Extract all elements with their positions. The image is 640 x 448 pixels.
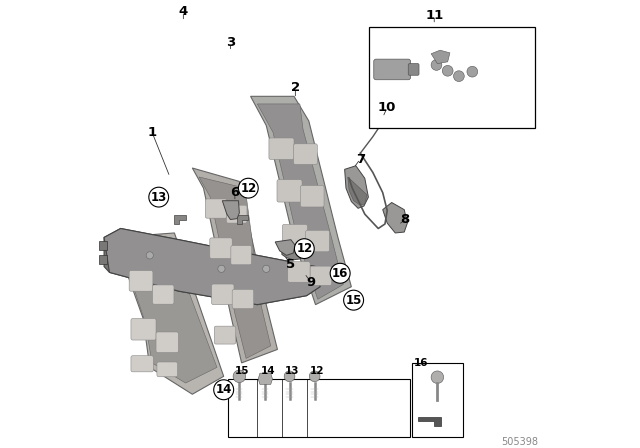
Text: 1: 1	[147, 125, 157, 139]
FancyBboxPatch shape	[157, 362, 177, 377]
Text: 8: 8	[401, 213, 410, 226]
Polygon shape	[104, 228, 320, 305]
FancyBboxPatch shape	[231, 246, 252, 265]
FancyBboxPatch shape	[282, 224, 307, 247]
FancyBboxPatch shape	[152, 285, 174, 304]
Polygon shape	[199, 177, 271, 358]
Text: 13: 13	[150, 190, 167, 204]
Polygon shape	[275, 240, 296, 255]
FancyBboxPatch shape	[210, 238, 232, 258]
Text: 4: 4	[179, 4, 188, 18]
FancyBboxPatch shape	[214, 326, 236, 344]
Text: 5: 5	[286, 258, 296, 271]
Text: 2: 2	[291, 81, 300, 94]
Circle shape	[309, 371, 320, 382]
Polygon shape	[174, 215, 186, 224]
FancyBboxPatch shape	[306, 230, 330, 252]
FancyBboxPatch shape	[232, 289, 253, 309]
Polygon shape	[114, 233, 223, 394]
Text: 12: 12	[240, 181, 257, 195]
Text: 12: 12	[296, 242, 312, 255]
FancyBboxPatch shape	[131, 356, 154, 372]
Text: 3: 3	[226, 36, 235, 49]
Circle shape	[233, 370, 246, 383]
FancyBboxPatch shape	[227, 205, 247, 223]
FancyBboxPatch shape	[277, 180, 302, 202]
Polygon shape	[99, 255, 107, 264]
FancyBboxPatch shape	[205, 199, 227, 218]
Polygon shape	[282, 246, 305, 260]
Text: 10: 10	[378, 101, 396, 114]
Polygon shape	[257, 104, 343, 299]
Text: 6: 6	[230, 186, 239, 199]
Text: 14: 14	[261, 366, 275, 375]
FancyBboxPatch shape	[129, 271, 153, 291]
Polygon shape	[348, 177, 367, 205]
Text: 15: 15	[346, 293, 362, 307]
Bar	[369, 27, 535, 128]
Circle shape	[431, 371, 444, 383]
Text: 16: 16	[414, 358, 429, 367]
Text: 9: 9	[307, 276, 316, 289]
FancyBboxPatch shape	[288, 262, 310, 282]
Polygon shape	[99, 241, 107, 250]
Polygon shape	[222, 201, 239, 220]
Bar	[412, 363, 463, 437]
Polygon shape	[383, 202, 407, 233]
Circle shape	[467, 66, 477, 77]
Polygon shape	[431, 50, 450, 64]
Text: 13: 13	[285, 366, 300, 375]
Circle shape	[262, 265, 270, 272]
FancyBboxPatch shape	[374, 59, 410, 80]
FancyBboxPatch shape	[156, 332, 179, 353]
Circle shape	[284, 371, 295, 382]
Polygon shape	[192, 168, 277, 363]
Polygon shape	[258, 373, 273, 384]
FancyBboxPatch shape	[294, 144, 317, 164]
FancyBboxPatch shape	[300, 185, 324, 207]
Polygon shape	[344, 166, 369, 208]
Bar	[228, 379, 410, 437]
Polygon shape	[104, 228, 320, 305]
Polygon shape	[250, 96, 351, 305]
Polygon shape	[237, 215, 248, 224]
Circle shape	[218, 265, 225, 272]
Text: 505398: 505398	[502, 437, 539, 447]
Text: 15: 15	[235, 366, 250, 375]
Text: 7: 7	[356, 152, 365, 166]
Polygon shape	[123, 241, 217, 383]
FancyBboxPatch shape	[269, 138, 294, 159]
Polygon shape	[418, 417, 441, 426]
FancyBboxPatch shape	[310, 266, 332, 285]
Text: 12: 12	[310, 366, 324, 375]
Circle shape	[442, 65, 453, 76]
Circle shape	[146, 252, 154, 259]
FancyBboxPatch shape	[408, 64, 419, 75]
Circle shape	[454, 71, 464, 82]
Text: 11: 11	[425, 9, 444, 22]
Text: 16: 16	[332, 267, 348, 280]
FancyBboxPatch shape	[131, 319, 156, 340]
Circle shape	[431, 60, 442, 70]
FancyBboxPatch shape	[212, 284, 234, 305]
Text: 14: 14	[216, 383, 232, 396]
